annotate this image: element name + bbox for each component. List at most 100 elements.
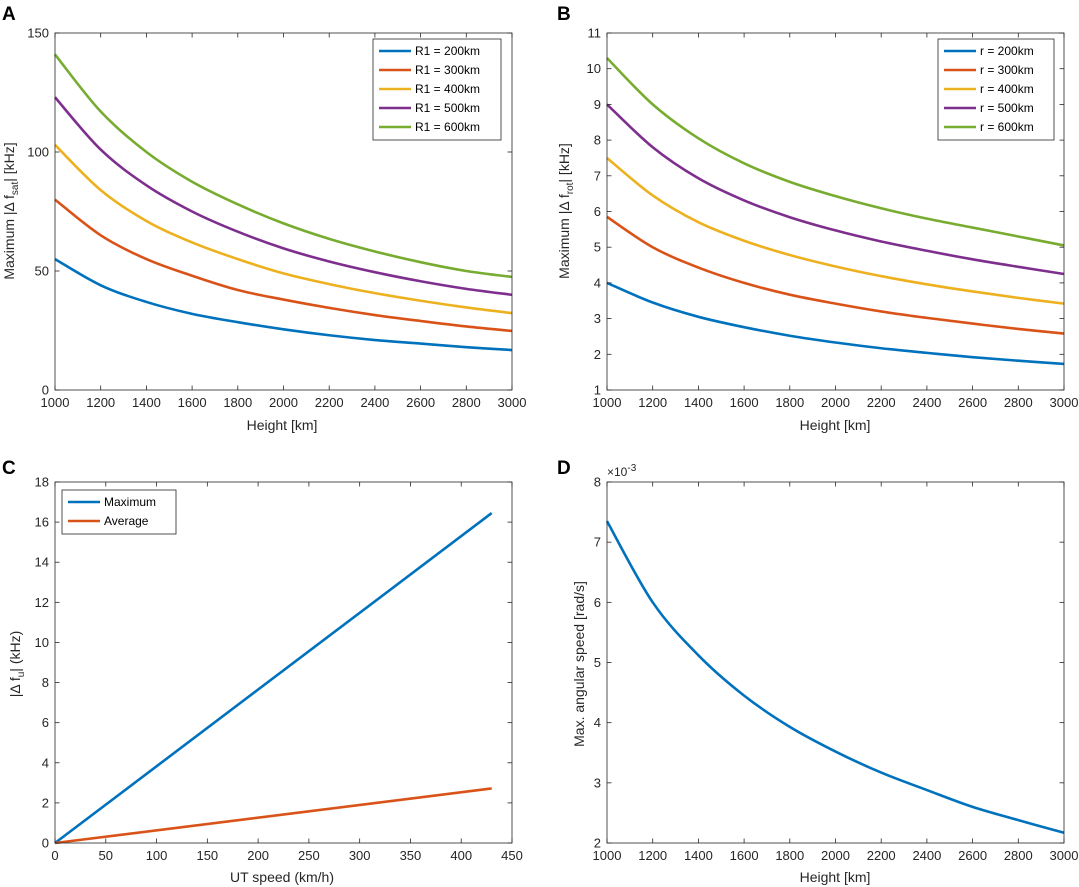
panel-b-y-tick-label: 5 bbox=[594, 240, 601, 255]
panel-b-series-line-r-300km bbox=[606, 215, 1065, 335]
panel-d-plot-area bbox=[607, 482, 1064, 843]
panel-d-x-tick-label: 2200 bbox=[867, 848, 896, 863]
panel-d-y-tick-label: 4 bbox=[594, 715, 601, 730]
panel-d-x-tick-label: 2000 bbox=[821, 848, 850, 863]
panel-c-x-tick-label: 300 bbox=[349, 848, 371, 863]
panel-a-x-axis-label: Height [km] bbox=[247, 417, 318, 433]
panel-c-y-tick-label: 16 bbox=[35, 515, 49, 530]
panel-letter-d: D bbox=[557, 458, 571, 479]
panel-a-x-tick-label: 3000 bbox=[498, 395, 527, 410]
panel-b-y-tick-label: 4 bbox=[594, 275, 601, 290]
panel-a-x-tick-label: 2000 bbox=[269, 395, 298, 410]
panel-a-x-tick-label: 1400 bbox=[132, 395, 161, 410]
panel-c-x-tick-label: 350 bbox=[400, 848, 422, 863]
panel-a-x-tick-label: 1600 bbox=[178, 395, 207, 410]
panel-d-y-tick-label: 5 bbox=[594, 655, 601, 670]
panel-c-y-tick-label: 0 bbox=[42, 836, 49, 851]
panel-c-x-tick-label: 50 bbox=[99, 848, 113, 863]
panel-c-x-axis-label: UT speed (km/h) bbox=[230, 869, 334, 885]
panel-c-y-tick-label: 6 bbox=[42, 715, 49, 730]
panel-b-y-axis-label: Maximum |Δ frot| [kHz] bbox=[556, 143, 576, 279]
panel-d-x-tick-label: 3000 bbox=[1050, 848, 1079, 863]
panel-c-plot-area bbox=[55, 482, 512, 843]
panel-b-x-tick-label: 1000 bbox=[593, 395, 622, 410]
panel-c-x-tick-label: 400 bbox=[450, 848, 472, 863]
panel-b: B Maximum |Δ frot| [kHz] Height [km] 100… bbox=[556, 4, 1078, 433]
panel-b-series-line-r-400km bbox=[606, 156, 1065, 305]
panel-b-x-tick-label: 2200 bbox=[867, 395, 896, 410]
panel-c-legend-entry-average: Average bbox=[104, 514, 149, 528]
panel-a-legend-box bbox=[372, 38, 502, 141]
panel-c: C |Δ fu| (kHz) UT speed (km/h) 0 50 100 150… bbox=[2, 458, 523, 885]
panel-b-series-line-r-600km bbox=[606, 57, 1065, 247]
panel-b-x-tick-label: 2800 bbox=[1004, 395, 1033, 410]
panel-c-y-tick-label: 10 bbox=[35, 635, 49, 650]
panel-c-y-tick-label: 8 bbox=[42, 675, 49, 690]
panel-c-y-tick-label: 4 bbox=[42, 755, 49, 770]
panel-a-y-tick-label: 150 bbox=[27, 26, 49, 41]
panel-c-x-tick-label: 250 bbox=[298, 848, 320, 863]
panel-b-y-tick-label: 7 bbox=[594, 168, 601, 183]
panel-a-legend-entry-r1-300km: R1 = 300km bbox=[415, 63, 480, 77]
panel-a-x-tick-label: 1000 bbox=[41, 395, 70, 410]
panel-d-x-tick-label: 2800 bbox=[1004, 848, 1033, 863]
panel-a-x-tick-label: 2400 bbox=[360, 395, 389, 410]
panel-letter-a: A bbox=[2, 4, 16, 25]
panel-b-y-tick-label: 3 bbox=[594, 311, 601, 326]
panel-a-x-tick-label: 1200 bbox=[86, 395, 115, 410]
panel-a-series-line-r1-400km bbox=[54, 143, 513, 315]
panel-c-axes-box bbox=[54, 481, 513, 844]
panel-a-y-tick-label: 50 bbox=[35, 264, 49, 279]
panel-c-series-line-average bbox=[54, 787, 492, 845]
panel-d-y-tick-label: 2 bbox=[594, 836, 601, 851]
panel-b-legend-entry-r-300km: r = 300km bbox=[980, 63, 1034, 77]
panel-b-y-tick-label: 9 bbox=[594, 97, 601, 112]
panel-b-x-tick-label: 2600 bbox=[958, 395, 987, 410]
panel-b-y-tick-label: 10 bbox=[587, 61, 601, 76]
panel-b-legend-entry-r-600km: r = 600km bbox=[980, 120, 1034, 134]
panel-b-x-tick-label: 2400 bbox=[912, 395, 941, 410]
panel-d-x-axis-label: Height [km] bbox=[800, 869, 871, 885]
panel-c-legend-box bbox=[61, 489, 177, 535]
panel-c-series-line-maximum bbox=[54, 512, 493, 845]
panel-b-legend-entry-r-200km: r = 200km bbox=[980, 44, 1034, 58]
panel-c-y-tick-label: 12 bbox=[35, 595, 49, 610]
panel-b-series-line-r-500km bbox=[606, 103, 1065, 276]
panel-c-legend-entry-maximum: Maximum bbox=[104, 495, 156, 509]
panel-a-y-tick-label: 100 bbox=[27, 145, 49, 160]
panel-d-x-tick-label: 1400 bbox=[684, 848, 713, 863]
panel-a: A Maximum |Δ fsat| [kHz] Height [km] 100… bbox=[1, 4, 526, 433]
panel-d-y-tick-label: 8 bbox=[594, 475, 601, 490]
panel-letter-b: B bbox=[557, 4, 571, 25]
panel-a-legend-entry-r1-600km: R1 = 600km bbox=[415, 120, 480, 134]
panel-b-x-tick-label: 1800 bbox=[775, 395, 804, 410]
panel-b-y-tick-label: 8 bbox=[594, 133, 601, 148]
panel-c-y-tick-label: 2 bbox=[42, 795, 49, 810]
panel-a-series-line-r1-500km bbox=[54, 96, 513, 297]
panel-c-x-tick-label: 100 bbox=[146, 848, 168, 863]
panel-d-x-tick-label: 2600 bbox=[958, 848, 987, 863]
panel-d-exponent: ×10-3 bbox=[607, 463, 637, 479]
panel-d-y-axis-label: Max. angular speed [rad/s] bbox=[571, 581, 587, 747]
panel-d-series-line-angular-speed bbox=[605, 520, 1065, 835]
panel-b-legend-entry-r-500km: r = 500km bbox=[980, 101, 1034, 115]
panel-b-x-tick-label: 3000 bbox=[1050, 395, 1079, 410]
panel-d-y-tick-label: 7 bbox=[594, 535, 601, 550]
panel-a-y-tick-label: 0 bbox=[42, 383, 49, 398]
panel-a-legend-entry-r1-400km: R1 = 400km bbox=[415, 82, 480, 96]
panel-b-y-tick-label: 11 bbox=[588, 26, 602, 41]
panel-d-x-tick-label: 1000 bbox=[593, 848, 622, 863]
panel-c-x-tick-label: 0 bbox=[51, 848, 58, 863]
panel-b-x-axis-label: Height [km] bbox=[800, 417, 871, 433]
panel-d-y-tick-label: 3 bbox=[594, 775, 601, 790]
panel-c-y-tick-label: 14 bbox=[35, 555, 49, 570]
panel-a-x-tick-label: 2200 bbox=[315, 395, 344, 410]
panel-a-series-line-r1-300km bbox=[54, 198, 513, 333]
panel-d-x-tick-label: 1200 bbox=[638, 848, 667, 863]
panel-c-x-tick-label: 200 bbox=[247, 848, 269, 863]
panel-c-y-tick-label: 18 bbox=[35, 475, 49, 490]
panel-a-series-line-r1-200km bbox=[54, 257, 513, 352]
panel-b-y-tick-label: 6 bbox=[594, 204, 601, 219]
panel-c-x-tick-label: 450 bbox=[501, 848, 523, 863]
